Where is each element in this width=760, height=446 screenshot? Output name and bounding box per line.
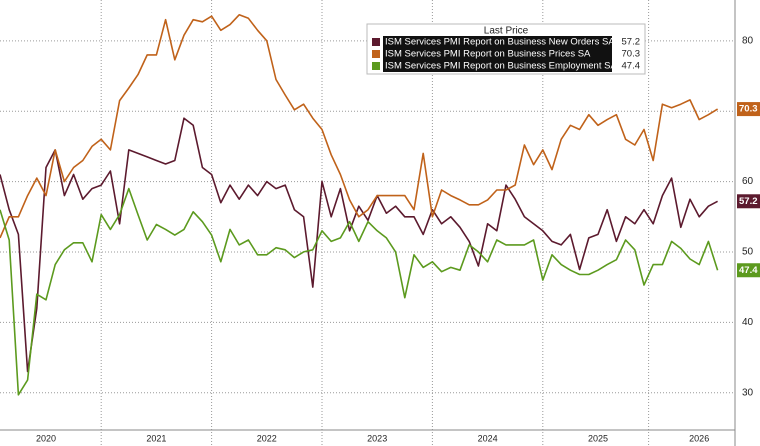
last-value-label: 70.3 [739, 104, 758, 115]
x-tick-label: 2020 [36, 433, 56, 443]
legend-value: 70.3 [622, 49, 641, 60]
y-tick-label: 40 [742, 317, 754, 328]
x-tick-label: 2026 [689, 433, 709, 443]
legend-label: ISM Services PMI Report on Business Empl… [385, 61, 617, 72]
legend-label: ISM Services PMI Report on Business Pric… [385, 49, 591, 60]
x-tick-label: 2021 [146, 433, 166, 443]
legend-value: 57.2 [622, 37, 641, 48]
y-tick-label: 50 [742, 247, 754, 258]
last-value-tag [737, 263, 760, 278]
last-value-label: 47.4 [739, 265, 758, 276]
y-tick-label: 80 [742, 35, 754, 46]
x-tick-label: 2025 [588, 433, 608, 443]
x-tick-label: 2022 [257, 433, 277, 443]
x-tick-label: 2023 [367, 433, 387, 443]
legend-label-bg [383, 60, 612, 72]
legend-label: ISM Services PMI Report on Business New … [385, 37, 615, 48]
legend-swatch [372, 38, 380, 46]
series-line [0, 14, 719, 239]
legend: Last Price ISM Services PMI Report on Bu… [366, 23, 646, 75]
series-line [0, 187, 719, 396]
last-value-tag [737, 194, 760, 209]
y-tick-label: 60 [742, 176, 754, 187]
legend-title: Last Price [484, 26, 529, 37]
legend-label-bg [383, 36, 612, 48]
series-line [0, 117, 718, 373]
last-value-label: 57.2 [739, 196, 758, 207]
x-tick-label: 2024 [478, 433, 498, 443]
legend-swatch [372, 62, 380, 70]
legend-swatch [372, 50, 380, 58]
legend-label-bg [383, 48, 612, 60]
legend-value: 47.4 [622, 61, 641, 72]
y-tick-label: 30 [742, 387, 754, 398]
last-value-tag [737, 102, 760, 117]
